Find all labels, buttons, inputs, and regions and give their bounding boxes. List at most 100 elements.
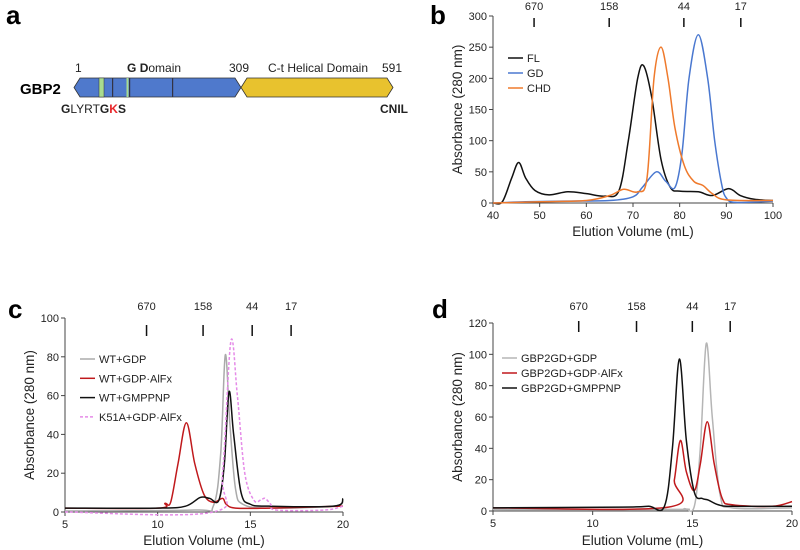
g1-motif-stripe bbox=[98, 77, 105, 98]
legend-label: GBP2GD+GDP bbox=[521, 353, 597, 365]
y-tick-label: 20 bbox=[47, 468, 59, 480]
y-tick-label: 80 bbox=[47, 352, 59, 364]
legend-label: FL bbox=[527, 53, 540, 65]
x-tick-label: 5 bbox=[490, 518, 496, 530]
mw-marker-label: 670 bbox=[570, 301, 588, 313]
panel-label-a: a bbox=[6, 0, 21, 30]
motif-residue: K bbox=[109, 102, 118, 116]
y-tick-label: 200 bbox=[469, 73, 487, 85]
chart-c: c 0 20 40 60 80 100 5 10 15 20 Elution Volume (mL) A… bbox=[8, 294, 349, 548]
x-tick-label: 20 bbox=[337, 519, 349, 531]
y-axis-title: Absorbance (280 nm) bbox=[22, 350, 37, 480]
legend-label: GD bbox=[527, 68, 544, 80]
x-axis-title: Elution Volume (mL) bbox=[143, 533, 265, 548]
x-tick-label: 60 bbox=[580, 210, 592, 222]
chart-b: b 0 50 100 150 200 250 300 40 50 60 70 80 90 100 Elutio… bbox=[430, 0, 782, 239]
legend-label: GBP2GD+GMPPNP bbox=[521, 383, 621, 395]
y-tick-label: 20 bbox=[475, 475, 487, 487]
y-tick-label: 60 bbox=[475, 412, 487, 424]
y-tick-label: 40 bbox=[47, 429, 59, 441]
end-residue: 591 bbox=[382, 61, 402, 75]
series-line-wt-gdp-alfx bbox=[64, 422, 344, 510]
legend-label: WT+GDP·AlFx bbox=[99, 373, 173, 385]
x-tick-label: 15 bbox=[686, 518, 698, 530]
y-tick-label: 100 bbox=[469, 349, 487, 361]
legend-label: K51A+GDP·AlFx bbox=[99, 412, 182, 424]
mw-marker-label: 670 bbox=[137, 301, 155, 313]
x-axis-title: Elution Volume (mL) bbox=[572, 224, 694, 239]
x-tick-label: 10 bbox=[152, 519, 164, 531]
mw-marker-label: 158 bbox=[600, 1, 618, 13]
mw-marker-label: 44 bbox=[686, 301, 698, 313]
y-tick-label: 250 bbox=[469, 42, 487, 54]
y-tick-label: 0 bbox=[481, 198, 487, 210]
mw-marker-label: 670 bbox=[525, 1, 543, 13]
motif-residue: G bbox=[100, 102, 109, 116]
x-tick-label: 80 bbox=[674, 210, 686, 222]
motif-stripe bbox=[129, 78, 131, 97]
legend-label: WT+GDP bbox=[99, 354, 146, 366]
g-motif-stripe bbox=[126, 78, 129, 97]
y-tick-label: 50 bbox=[475, 167, 487, 179]
motif-residue: S bbox=[118, 102, 126, 116]
panel-a: a GBP2 1 G Domain 309 C-t Helical Domain… bbox=[6, 0, 408, 116]
series-line-gd bbox=[492, 33, 774, 204]
x-tick-label: 40 bbox=[487, 210, 499, 222]
mw-marker-label: 158 bbox=[194, 301, 212, 313]
panel-label-c: c bbox=[8, 294, 22, 324]
y-tick-label: 0 bbox=[53, 507, 59, 519]
y-axis-title: Absorbance (280 nm) bbox=[450, 352, 465, 482]
y-tick-label: 120 bbox=[469, 318, 487, 330]
panel-label-b: b bbox=[430, 0, 446, 30]
motif-residue: LYRT bbox=[70, 102, 100, 116]
g-domain-bar bbox=[73, 77, 242, 98]
protein-name: GBP2 bbox=[20, 81, 61, 98]
helical-domain-bar bbox=[240, 77, 394, 98]
panel-label-d: d bbox=[432, 294, 448, 324]
x-tick-label: 70 bbox=[627, 210, 639, 222]
y-tick-label: 80 bbox=[475, 381, 487, 393]
series-line-gbp2gd-gdp bbox=[492, 342, 793, 513]
c-terminal-motif: CNIL bbox=[380, 102, 408, 116]
mw-marker-label: 17 bbox=[724, 301, 736, 313]
series-line-chd bbox=[492, 46, 774, 204]
x-tick-label: 90 bbox=[720, 210, 732, 222]
y-tick-label: 100 bbox=[41, 313, 59, 325]
g-domain-d: D bbox=[140, 61, 149, 75]
boundary-residue: 309 bbox=[229, 61, 249, 75]
y-tick-label: 60 bbox=[47, 391, 59, 403]
x-tick-label: 10 bbox=[587, 518, 599, 530]
y-axis-title: Absorbance (280 nm) bbox=[450, 45, 465, 175]
mw-marker-label: 17 bbox=[735, 1, 747, 13]
legend-label: CHD bbox=[527, 83, 551, 95]
x-tick-label: 100 bbox=[764, 210, 782, 222]
mw-marker-label: 44 bbox=[678, 1, 690, 13]
g-domain-label: G Domain bbox=[127, 61, 181, 75]
y-tick-label: 150 bbox=[469, 105, 487, 117]
g-domain-rest: omain bbox=[148, 61, 181, 75]
y-tick-label: 300 bbox=[469, 11, 487, 23]
legend-label: GBP2GD+GDP·AlFx bbox=[521, 368, 623, 380]
x-tick-label: 15 bbox=[244, 519, 256, 531]
legend-label: WT+GMPPNP bbox=[99, 393, 170, 405]
gk-motif-sequence: GLYRTGKS bbox=[61, 102, 126, 116]
x-tick-label: 50 bbox=[534, 210, 546, 222]
helical-domain-label: C-t Helical Domain bbox=[268, 61, 368, 75]
x-axis-title: Elution Volume (mL) bbox=[582, 533, 704, 548]
x-tick-label: 20 bbox=[786, 518, 798, 530]
motif-stripe bbox=[172, 78, 174, 97]
y-tick-label: 0 bbox=[481, 506, 487, 518]
mw-marker-label: 44 bbox=[246, 301, 258, 313]
series-line-k51a-gdp-alfx bbox=[64, 338, 344, 516]
g-domain-g: G bbox=[127, 61, 136, 75]
x-tick-label: 5 bbox=[62, 519, 68, 531]
mw-marker-label: 17 bbox=[285, 301, 297, 313]
mw-marker-label: 158 bbox=[627, 301, 645, 313]
series-line-wt-gmppnp bbox=[64, 390, 344, 510]
series-line-gbp2gd-gmppnp bbox=[492, 358, 793, 512]
y-tick-label: 40 bbox=[475, 443, 487, 455]
series-line-gbp2gd-gdp-alfx bbox=[492, 420, 793, 511]
motif-residue: G bbox=[61, 102, 70, 116]
